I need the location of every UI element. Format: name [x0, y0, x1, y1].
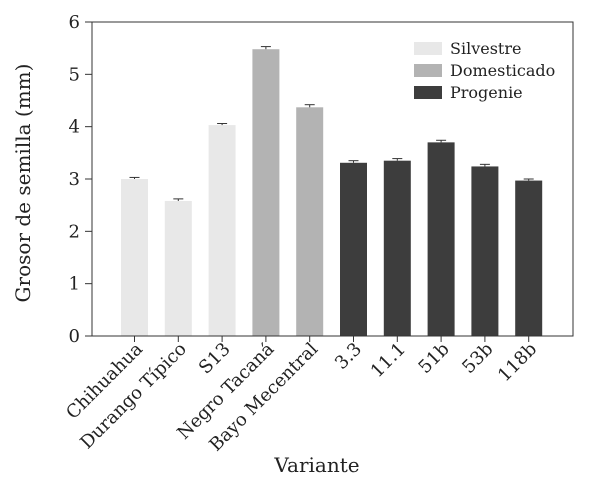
bar — [515, 180, 543, 336]
legend-label: Domesticado — [450, 61, 555, 80]
bar — [296, 107, 324, 336]
legend: Silvestre Domesticado Progenie — [414, 39, 555, 102]
y-axis: 0 1 2 3 4 5 6 — [69, 12, 92, 347]
legend-swatch — [414, 86, 442, 99]
bar — [164, 200, 192, 336]
legend-label: Silvestre — [450, 39, 521, 58]
bar — [471, 166, 499, 336]
x-tick-label: 3.3 — [331, 339, 366, 374]
y-tick-label: 5 — [69, 64, 80, 85]
legend-swatch — [414, 64, 442, 77]
x-tick-label: 118b — [494, 339, 541, 386]
bar — [121, 179, 148, 336]
y-tick-label: 3 — [69, 169, 80, 190]
bar — [340, 162, 367, 336]
x-tick-label: 53b — [458, 339, 497, 378]
bar — [252, 49, 280, 337]
bar — [383, 160, 411, 336]
x-axis-title: Variante — [273, 453, 359, 477]
x-tick-label: 11.1 — [367, 339, 410, 382]
y-tick-label: 6 — [69, 12, 80, 33]
legend-label: Progenie — [450, 83, 523, 102]
legend-swatch — [414, 42, 442, 55]
y-tick-label: 4 — [69, 117, 80, 138]
error-bars-group — [129, 46, 534, 201]
y-tick-label: 1 — [69, 274, 80, 295]
bars-group — [121, 49, 543, 337]
x-tick-label: 51b — [414, 339, 453, 378]
y-tick-label: 0 — [69, 326, 80, 347]
bar — [208, 125, 236, 336]
y-axis-title: Grosor de semilla (mm) — [11, 64, 35, 303]
y-tick-label: 2 — [69, 221, 80, 242]
bar — [427, 142, 455, 336]
